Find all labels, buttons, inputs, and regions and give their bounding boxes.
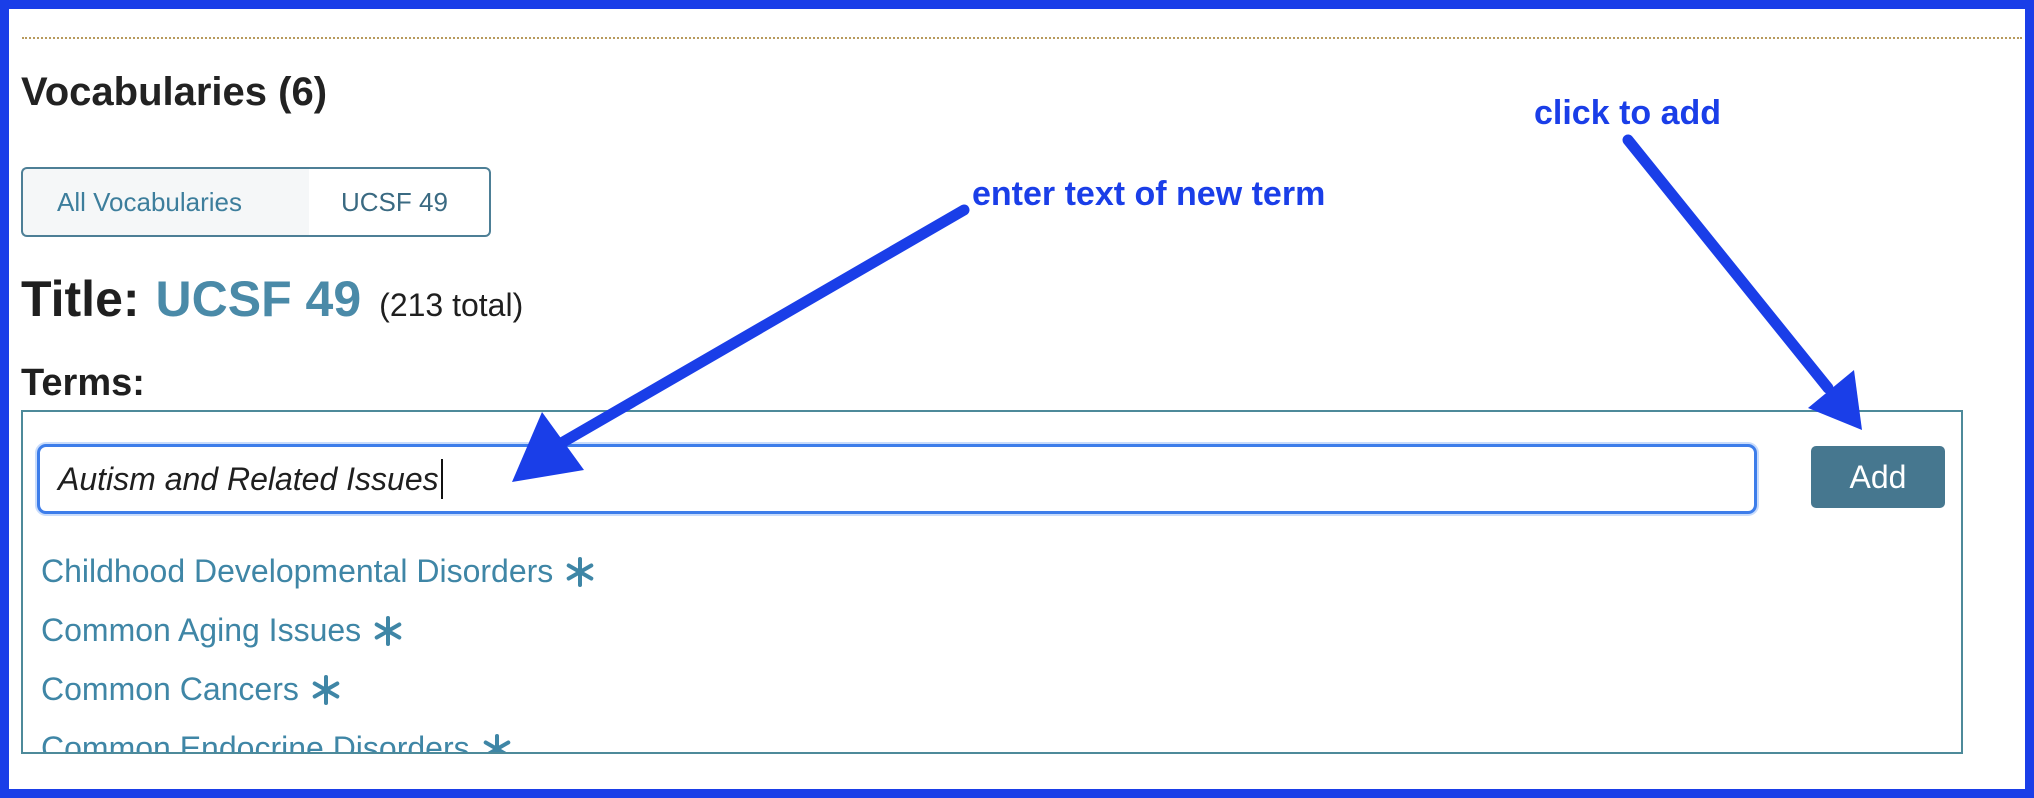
- breadcrumb-current-label: UCSF 49: [341, 186, 448, 217]
- breadcrumb-current: UCSF 49: [309, 167, 491, 237]
- term-item[interactable]: Common Endocrine Disorders: [41, 719, 595, 754]
- add-button-label: Add: [1849, 458, 1907, 495]
- term-label: Common Aging Issues: [41, 612, 362, 648]
- breadcrumb-all-label: All Vocabularies: [57, 186, 242, 217]
- annotation-enter-text: enter text of new term: [972, 175, 1326, 213]
- title-value: UCSF 49: [155, 271, 362, 327]
- new-term-input[interactable]: Autism and Related Issues: [37, 444, 1757, 514]
- vocabularies-heading: Vocabularies (6): [21, 70, 328, 114]
- term-label: Common Cancers: [41, 671, 299, 707]
- asterisk-icon: [312, 674, 340, 705]
- breadcrumb-all-vocabularies[interactable]: All Vocabularies: [21, 167, 309, 237]
- text-caret: [440, 459, 443, 499]
- title-row: Title: UCSF 49 (213 total): [21, 270, 523, 328]
- asterisk-icon: [374, 615, 402, 646]
- add-button[interactable]: Add: [1811, 446, 1945, 508]
- term-label: Common Endocrine Disorders: [41, 730, 470, 754]
- terms-panel: Autism and Related Issues Add Childhood …: [21, 410, 1963, 754]
- asterisk-icon: [483, 733, 510, 752]
- term-item[interactable]: Common Cancers: [41, 660, 595, 719]
- title-label: Title:: [21, 271, 140, 327]
- term-item[interactable]: Childhood Developmental Disorders: [41, 542, 595, 601]
- term-item[interactable]: Common Aging Issues: [41, 601, 595, 660]
- new-term-input-value: Autism and Related Issues: [58, 460, 439, 497]
- term-list: Childhood Developmental Disorders Common…: [41, 542, 595, 754]
- title-total-count: (213 total): [379, 287, 524, 323]
- annotation-click-to-add: click to add: [1534, 94, 1722, 132]
- arrow-to-add-button: [1622, 134, 1862, 430]
- terms-label: Terms:: [21, 362, 145, 404]
- breadcrumb: All Vocabularies UCSF 49: [21, 167, 491, 237]
- term-label: Childhood Developmental Disorders: [41, 553, 554, 589]
- asterisk-icon: [566, 556, 594, 587]
- divider: [22, 37, 2022, 39]
